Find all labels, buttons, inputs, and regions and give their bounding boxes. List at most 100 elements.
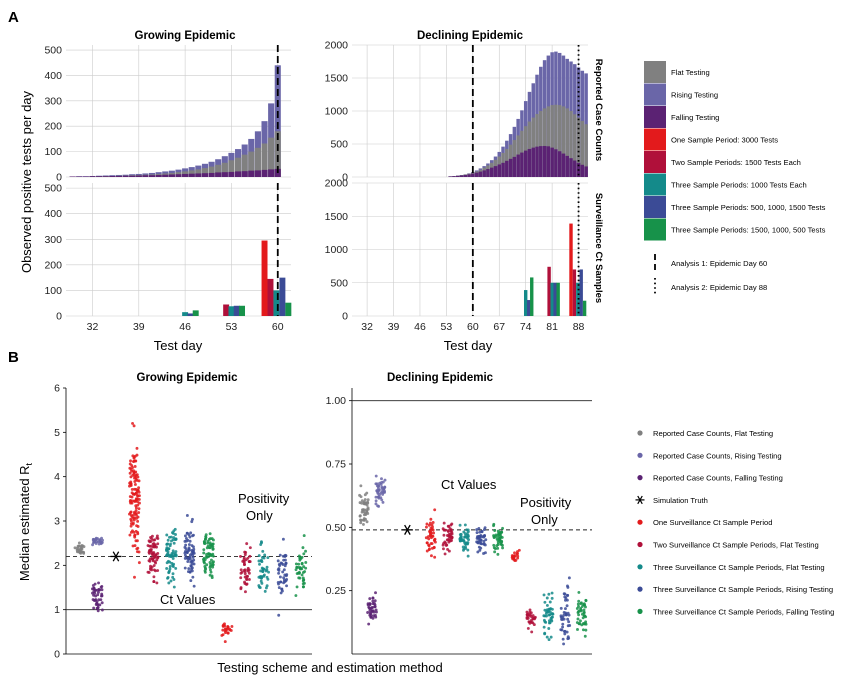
data-point <box>582 611 586 615</box>
data-point <box>92 586 96 590</box>
bar <box>455 175 460 177</box>
data-point <box>96 590 100 594</box>
y-tick-label: 100 <box>44 146 62 158</box>
data-point <box>221 633 225 637</box>
data-point <box>566 584 569 588</box>
data-point <box>134 476 138 480</box>
legend-b-label: Reported Case Counts, Rising Testing <box>653 451 782 460</box>
data-point <box>211 538 215 542</box>
data-point <box>511 555 515 559</box>
data-point <box>243 562 246 566</box>
data-point <box>152 556 156 560</box>
data-point <box>450 536 454 539</box>
data-point <box>584 628 588 632</box>
data-point <box>192 547 196 551</box>
data-point <box>425 522 429 526</box>
data-point <box>187 567 191 571</box>
A-declining-ct-samples-panel: 0 500 1000 1500 2000 32 39 46 53 60 67 74 81 88 <box>325 178 588 333</box>
data-point <box>186 549 190 553</box>
bar <box>582 300 587 316</box>
data-point <box>283 555 287 558</box>
data-point <box>77 541 81 545</box>
data-point <box>203 558 207 561</box>
data-point <box>479 542 483 546</box>
data-point <box>208 532 212 536</box>
data-point <box>211 563 215 567</box>
A-growing-ct-samples-panel: 0 100 200 300 400 500 32 39 46 53 60 <box>44 183 292 333</box>
data-point <box>134 506 138 510</box>
bar <box>523 150 528 177</box>
data-point <box>564 613 568 617</box>
data-point <box>297 562 301 566</box>
data-point <box>459 532 463 536</box>
data-point <box>151 545 155 549</box>
x-tick-label: 88 <box>573 321 585 333</box>
data-point <box>168 560 172 564</box>
data-point <box>426 535 430 539</box>
data-point <box>281 537 285 541</box>
bar <box>285 302 292 316</box>
simulation-truth-marker <box>401 524 413 535</box>
data-point <box>152 538 156 542</box>
data-point <box>135 478 139 482</box>
data-point <box>579 608 583 612</box>
data-point <box>375 610 378 614</box>
data-point <box>96 588 100 592</box>
data-point <box>295 585 299 589</box>
bar <box>195 173 202 177</box>
bar <box>208 166 215 177</box>
bar <box>463 175 468 177</box>
data-point <box>156 551 160 555</box>
data-point <box>466 548 470 552</box>
data-point <box>204 533 208 537</box>
legend-b: Reported Case Counts, Flat Testing Report… <box>635 429 834 616</box>
data-point <box>374 482 378 486</box>
annotation-positivity-declining-2: Only <box>531 512 558 527</box>
legend-a-label: Flat Testing <box>671 68 710 77</box>
data-point <box>96 606 100 610</box>
data-point <box>211 547 215 551</box>
x-tick-label: 46 <box>179 321 191 333</box>
data-point <box>191 575 195 579</box>
data-point <box>134 539 138 543</box>
data-point <box>228 627 232 631</box>
bar <box>474 172 479 177</box>
data-point <box>432 546 436 550</box>
data-point <box>172 541 176 545</box>
data-point <box>224 627 228 631</box>
data-point <box>191 555 195 559</box>
data-point <box>152 575 156 579</box>
data-point <box>477 545 481 549</box>
data-point <box>150 556 154 560</box>
y-tick-label: 200 <box>44 259 62 271</box>
bar <box>523 290 528 316</box>
data-point <box>91 598 95 601</box>
data-point <box>294 568 298 572</box>
data-point <box>583 622 587 625</box>
data-point <box>561 622 565 626</box>
data-point <box>153 569 157 573</box>
a-growing-title: Growing Epidemic <box>135 30 237 42</box>
data-point <box>244 590 247 594</box>
data-point <box>208 537 212 541</box>
data-point <box>150 552 154 556</box>
legend-a-swatch <box>644 196 666 218</box>
bar <box>550 282 554 316</box>
data-point <box>302 565 306 569</box>
data-point <box>187 546 191 550</box>
data-point <box>302 534 306 538</box>
data-point <box>365 508 369 512</box>
bar <box>556 282 560 316</box>
data-point <box>446 538 450 542</box>
bar <box>573 160 577 177</box>
x-tick-label: 81 <box>546 321 558 333</box>
data-point <box>482 528 486 531</box>
bar <box>233 305 240 316</box>
y-tick-label: 2000 <box>325 40 349 52</box>
data-point <box>243 570 247 574</box>
legend-a-swatch <box>644 218 666 241</box>
data-point <box>206 541 210 545</box>
bar <box>497 164 502 177</box>
data-point <box>580 605 584 608</box>
data-point <box>133 533 137 537</box>
